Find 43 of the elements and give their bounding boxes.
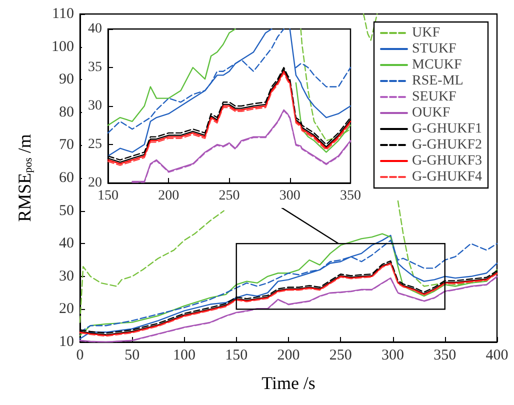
x-tick-label: 300 <box>279 188 300 204</box>
y-tick-label: 25 <box>88 137 102 152</box>
y-tick-label: 35 <box>88 60 102 75</box>
y-tick-label: 40 <box>88 22 102 36</box>
x-tick-label: 150 <box>225 348 248 364</box>
y-tick-label: 70 <box>59 137 74 154</box>
x-tick-label: 200 <box>277 348 300 364</box>
x-tick-label: 200 <box>158 188 180 204</box>
legend-label: G-GHUKF3 <box>412 154 482 168</box>
x-tick-label: 150 <box>98 188 118 204</box>
legend-label: SEUKF <box>412 90 457 104</box>
x-tick-label: 50 <box>124 348 140 364</box>
x-tick-label: 400 <box>486 348 508 364</box>
y-tick-label: 50 <box>59 202 74 219</box>
legend-label: STUKF <box>412 42 457 56</box>
x-tick-label: 250 <box>329 348 352 364</box>
legend-label: OUKF <box>412 106 450 120</box>
x-tick-label: 350 <box>340 188 361 204</box>
x-tick-label: 100 <box>173 348 196 364</box>
line-series <box>300 28 352 142</box>
legend-label: MCUKF <box>412 58 462 72</box>
x-axis-title: Time /s <box>262 373 316 393</box>
x-tick-label: 0 <box>76 348 84 364</box>
y-tick-label: 100 <box>52 38 74 55</box>
y-tick-label: 60 <box>59 170 74 186</box>
y-tick-label: 40 <box>59 236 74 252</box>
legend-label: G-GHUKF4 <box>412 170 482 184</box>
y-axis-title: RMSEpos /m <box>14 134 34 222</box>
y-tick-label: 90 <box>59 72 74 88</box>
y-tick-label: 30 <box>59 268 74 284</box>
legend-label: G-GHUKF1 <box>412 122 482 136</box>
y-tick-label: 20 <box>88 176 102 190</box>
legend-label: G-GHUKF2 <box>412 138 482 152</box>
y-tick-label: 80 <box>59 104 74 120</box>
y-tick-label: 10 <box>59 334 74 350</box>
legend-label: RSE-ML <box>412 74 464 88</box>
legend-label: UKF <box>412 26 440 40</box>
y-tick-label: 110 <box>52 6 74 22</box>
x-tick-label: 250 <box>218 188 240 204</box>
y-tick-label: 20 <box>59 301 74 318</box>
x-tick-label: 300 <box>382 348 404 364</box>
x-tick-label: 350 <box>434 348 456 364</box>
y-tick-label: 30 <box>88 98 102 114</box>
